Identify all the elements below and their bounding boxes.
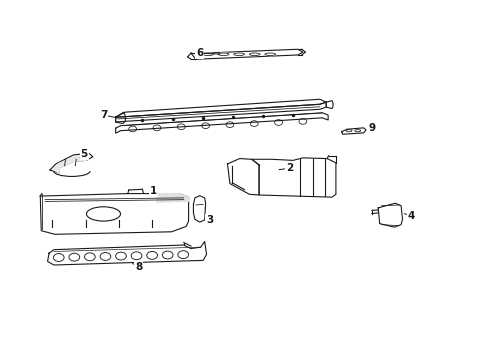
Ellipse shape [264, 53, 275, 55]
Polygon shape [251, 158, 335, 197]
Text: 7: 7 [100, 110, 107, 120]
Text: 6: 6 [196, 48, 203, 58]
Ellipse shape [233, 53, 244, 55]
Polygon shape [116, 99, 325, 117]
Polygon shape [54, 156, 86, 173]
Polygon shape [377, 203, 402, 227]
Polygon shape [191, 49, 302, 59]
Ellipse shape [202, 53, 213, 55]
Polygon shape [227, 158, 259, 195]
Text: 1: 1 [149, 186, 156, 197]
Text: 5: 5 [80, 149, 87, 159]
Polygon shape [116, 102, 325, 122]
Polygon shape [325, 101, 332, 109]
Polygon shape [40, 194, 188, 234]
Polygon shape [116, 112, 125, 123]
Polygon shape [47, 242, 206, 265]
Text: 4: 4 [407, 211, 414, 221]
Polygon shape [193, 196, 205, 222]
Text: 3: 3 [205, 215, 213, 225]
Text: 2: 2 [285, 163, 293, 173]
Text: 8: 8 [135, 262, 142, 272]
Polygon shape [50, 153, 93, 173]
Polygon shape [341, 128, 366, 134]
Ellipse shape [249, 53, 260, 55]
Polygon shape [116, 113, 327, 133]
Ellipse shape [218, 53, 228, 55]
Text: 9: 9 [367, 123, 375, 133]
Polygon shape [157, 194, 188, 202]
